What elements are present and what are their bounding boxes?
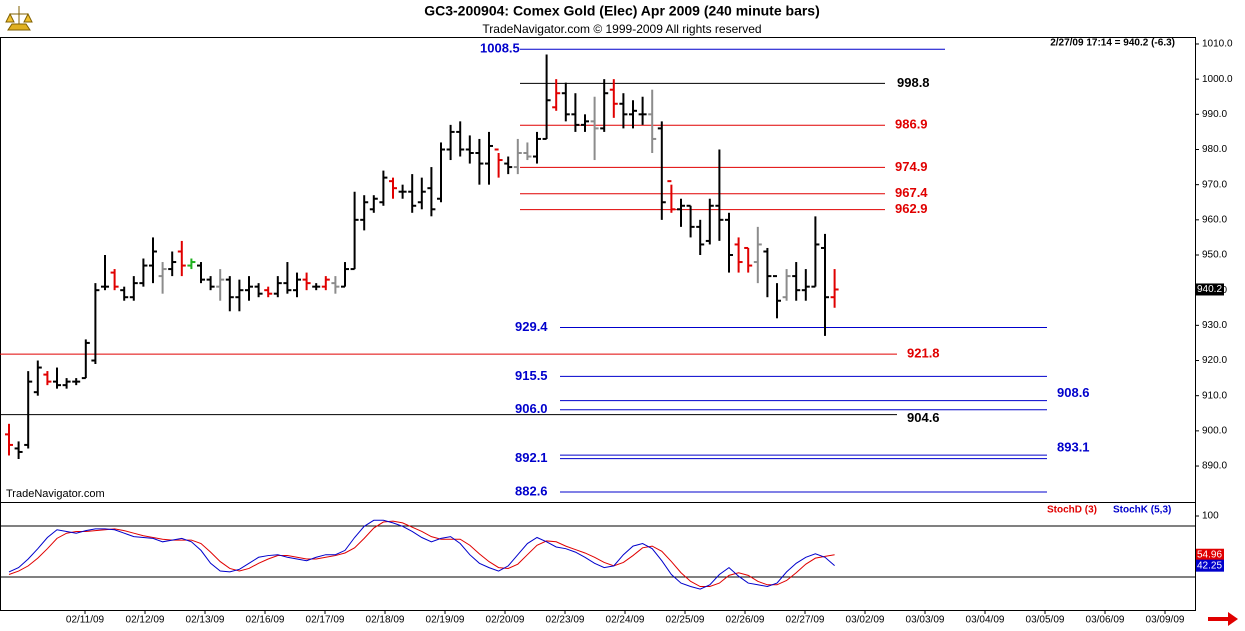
x-tick-label: 03/06/09 [1086, 615, 1125, 626]
chart-title: GC3-200904: Comex Gold (Elec) Apr 2009 (… [424, 3, 820, 19]
level-label: 929.4 [515, 319, 548, 334]
x-tick-label: 03/04/09 [966, 615, 1005, 626]
y-tick-label: 930.0 [1202, 320, 1227, 331]
x-tick-label: 02/19/09 [426, 615, 465, 626]
x-tick-label: 02/26/09 [726, 615, 765, 626]
level-label: 998.8 [897, 75, 930, 90]
level-label: 915.5 [515, 368, 548, 383]
x-tick-label: 02/12/09 [126, 615, 165, 626]
level-label: 906.0 [515, 401, 548, 416]
y-tick-label: 1000.0 [1202, 74, 1233, 85]
level-label: 882.6 [515, 483, 548, 498]
level-label: 962.9 [895, 201, 928, 216]
y-tick-label: 890.0 [1202, 461, 1227, 472]
watermark: TradeNavigator.com [6, 488, 105, 500]
level-label: 967.4 [895, 185, 928, 200]
y-tick-label: 960.0 [1202, 214, 1227, 225]
x-tick-label: 02/11/09 [66, 615, 105, 626]
level-label: 892.1 [515, 450, 548, 465]
x-tick-label: 02/18/09 [366, 615, 405, 626]
x-tick-label: 02/13/09 [186, 615, 225, 626]
stoch-line [8, 519, 835, 590]
x-tick-label: 02/25/09 [666, 615, 705, 626]
y-tick-label: 920.0 [1202, 355, 1227, 366]
level-label: 974.9 [895, 159, 928, 174]
legend-entry: StochD (3) [1047, 505, 1097, 516]
level-label: 904.6 [907, 410, 940, 425]
level-label: 921.8 [907, 346, 940, 361]
x-tick-label: 02/27/09 [786, 615, 825, 626]
y-tick-label: 1010.0 [1202, 39, 1233, 50]
last-value-label: 42.25 [1197, 560, 1222, 571]
x-tick-label: 03/05/09 [1026, 615, 1065, 626]
y-tick-label: 950.0 [1202, 250, 1227, 261]
status-text: 2/27/09 17:14 = 940.2 (-6.3) [1050, 38, 1175, 49]
last-price-box [1196, 283, 1224, 296]
level-label: 986.9 [895, 117, 928, 132]
chart-subtitle: TradeNavigator.com © 1999-2009 All right… [482, 22, 761, 36]
y-tick-label: 910.0 [1202, 390, 1227, 401]
x-tick-label: 02/23/09 [546, 615, 585, 626]
stoch-panel [0, 502, 1196, 611]
level-label: 893.1 [1057, 440, 1090, 455]
x-tick-label: 03/09/09 [1146, 615, 1185, 626]
y-tick-label: 100 [1202, 511, 1219, 522]
stoch-line [8, 520, 835, 588]
y-tick-label: 980.0 [1202, 144, 1227, 155]
x-tick-label: 02/20/09 [486, 615, 525, 626]
last-value-label: 54.96 [1197, 549, 1222, 560]
x-tick-label: 02/17/09 [306, 615, 345, 626]
logo-icon [5, 6, 33, 31]
x-tick-label: 02/24/09 [606, 615, 645, 626]
level-label: 1008.5 [480, 41, 520, 56]
level-label: 908.6 [1057, 385, 1090, 400]
legend-entry: StochK (5,3) [1113, 505, 1171, 516]
last-value-box [1196, 559, 1224, 572]
x-tick-label: 03/02/09 [846, 615, 885, 626]
x-tick-label: 03/03/09 [906, 615, 945, 626]
last-price-label: 940.2 [1197, 284, 1222, 295]
y-tick-label: 990.0 [1202, 109, 1227, 120]
scroll-arrow[interactable] [1208, 612, 1238, 626]
y-tick-label: 900.0 [1202, 425, 1227, 436]
y-tick-label: 970.0 [1202, 179, 1227, 190]
x-tick-label: 02/16/09 [246, 615, 285, 626]
last-value-box [1196, 548, 1224, 561]
